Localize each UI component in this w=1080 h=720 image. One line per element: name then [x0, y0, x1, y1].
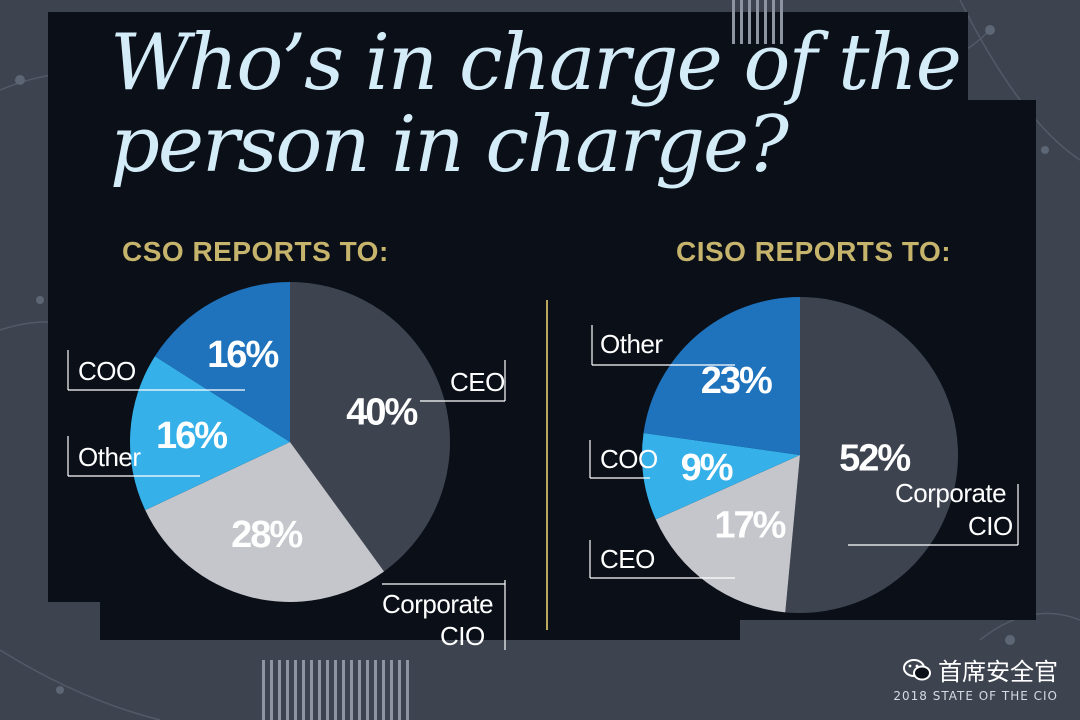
pie-slice-coo [642, 432, 800, 520]
pie-category-label-coo: COO [67, 350, 245, 391]
pie-value-label-ceo: 17% [714, 505, 785, 547]
pie-slice-corporate-cio [145, 442, 385, 603]
pie-value-label-ceo: 40% [346, 391, 417, 433]
page-title: Who’s in charge of the person in charge? [110, 18, 962, 190]
decorative-stripes [732, 0, 784, 44]
pie-category-label-coo: COO [589, 440, 658, 479]
pie-category-label-ceo: CEO [420, 360, 506, 402]
pie-slice-ceo [290, 282, 451, 572]
svg-text:CEO: CEO [450, 367, 505, 397]
pie-value-label-other: 16% [156, 415, 227, 457]
svg-text:Other: Other [600, 329, 663, 359]
svg-text:COO: COO [78, 356, 136, 386]
chart-divider [546, 300, 548, 630]
cso-chart-title: CSO REPORTS TO: [122, 236, 389, 267]
pie-value-label-corporate-cio: 28% [231, 514, 302, 556]
svg-text:CIO: CIO [440, 621, 485, 651]
svg-text:CIO: CIO [968, 511, 1013, 541]
pie-slice-ceo [655, 455, 800, 613]
pie-value-label-coo: 16% [207, 334, 278, 376]
pie-value-label-corporate-cio: 52% [839, 437, 910, 479]
footer-brand: 首席安全官 [848, 652, 1058, 687]
pie-category-label-other: Other [591, 325, 735, 366]
svg-text:CEO: CEO [600, 544, 655, 574]
pie-category-label-other: Other [67, 436, 200, 477]
pie-slice-coo [154, 282, 290, 442]
wechat-icon [903, 658, 931, 680]
pie-slice-other [129, 356, 290, 511]
pie-slice-corporate-cio [785, 297, 958, 614]
svg-text:COO: COO [600, 444, 658, 474]
pie-value-label-other: 23% [701, 360, 772, 402]
footer: 首席安全官 2018 STATE OF THE CIO [848, 652, 1058, 703]
ciso-chart-title: CISO REPORTS TO: [676, 236, 952, 267]
pie-value-label-coo: 9% [681, 447, 733, 489]
svg-text:Other: Other [78, 442, 141, 472]
svg-text:Corporate: Corporate [382, 589, 493, 619]
svg-text:Corporate: Corporate [895, 478, 1006, 508]
pie-slice-other [643, 297, 800, 455]
decorative-stripes [262, 660, 412, 720]
footer-source: 2018 STATE OF THE CIO [893, 689, 1058, 703]
pie-category-label-ceo: CEO [589, 540, 735, 579]
footer-brand-text: 首席安全官 [938, 658, 1058, 686]
